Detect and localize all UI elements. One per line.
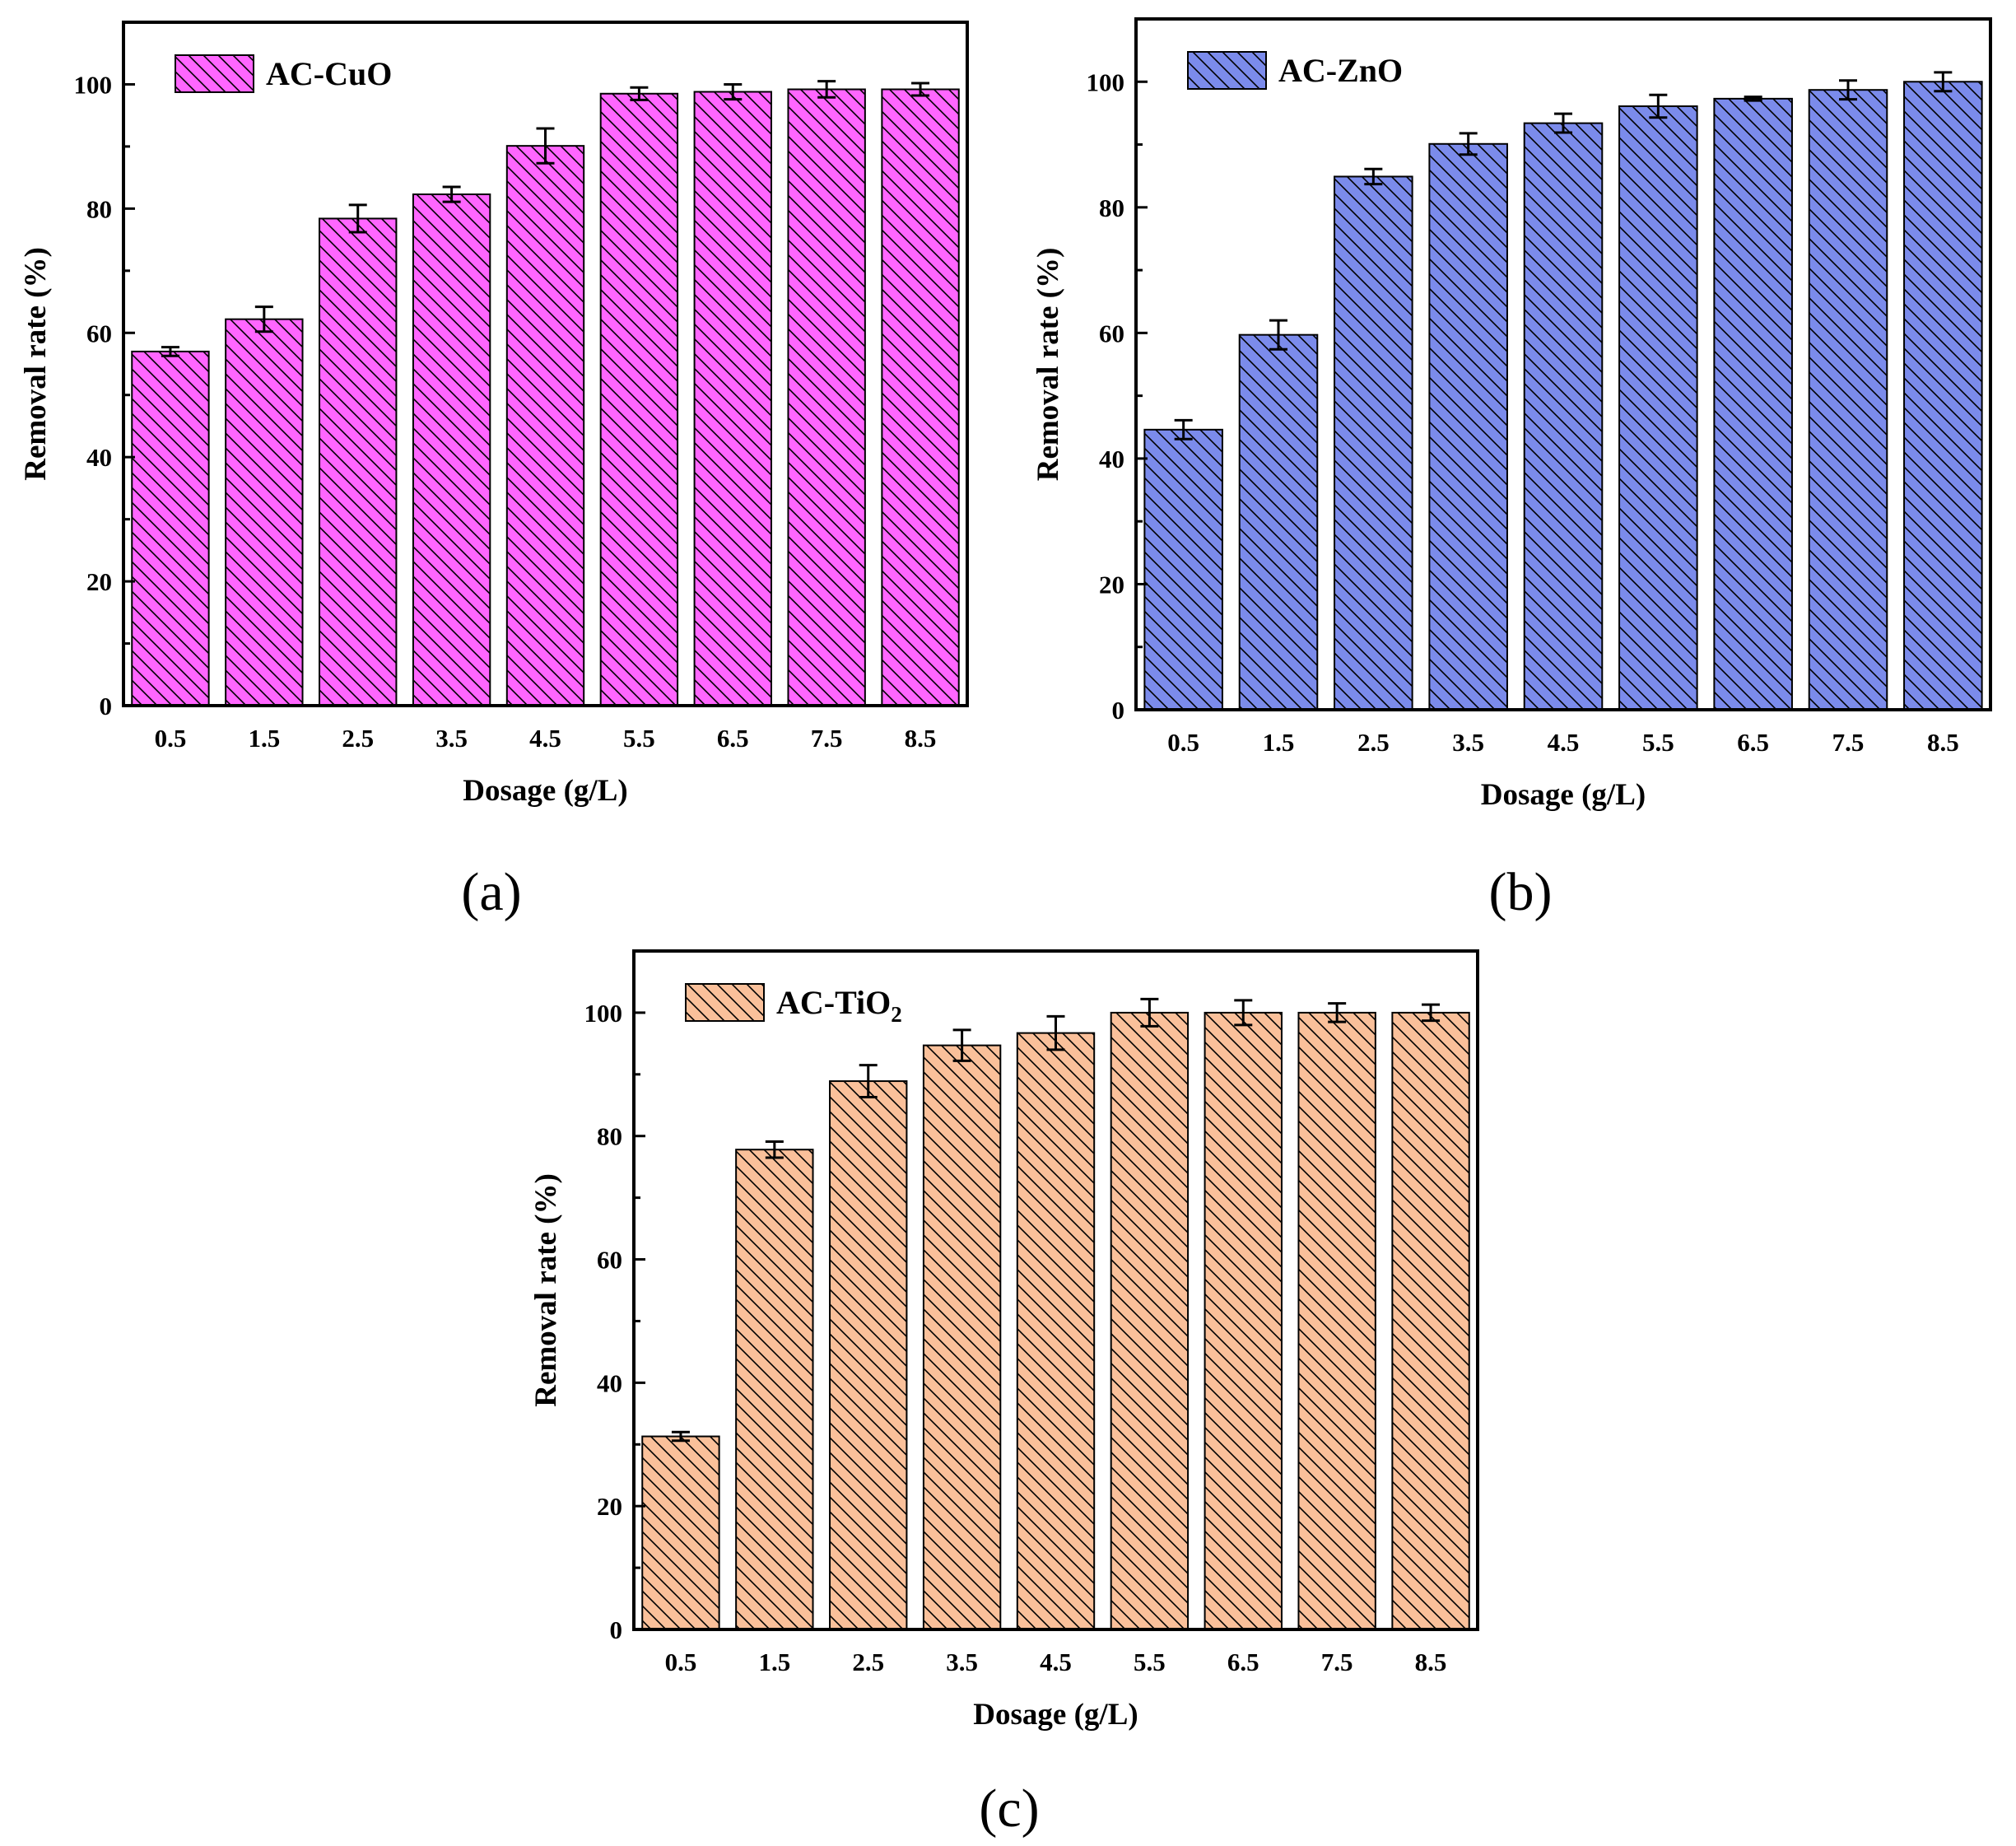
bar-hatch (1016, 1032, 1096, 1631)
plot-frame (122, 21, 969, 707)
x-tick-label: 1.5 (248, 724, 280, 753)
x-tick-label: 4.5 (1040, 1648, 1072, 1676)
y-tick-label: 100 (1087, 68, 1125, 96)
y-tick-label: 0 (100, 692, 113, 720)
bar-hatch (1297, 1011, 1376, 1630)
x-tick-label: 0.5 (155, 724, 187, 753)
chart-panel-2: 0.5 1.5 2.5 3.5 4.5 5.5 6.5 7.5 8.5 0 20 40 60 80 100 D… (1031, 17, 1992, 922)
y-axis-title: Removal rate (%) (529, 1173, 563, 1407)
bar-hatch (505, 145, 585, 706)
y-tick-label: 0 (610, 1615, 623, 1644)
x-tick-label: 2.5 (1357, 728, 1390, 757)
y-tick-label: 80 (86, 194, 112, 223)
y-tick-label: 60 (597, 1246, 622, 1275)
bar-hatch (922, 1044, 1002, 1631)
x-tick-label: 8.5 (905, 724, 937, 753)
x-tick-label: 3.5 (946, 1648, 978, 1676)
panel-label: (a) (461, 862, 521, 922)
bar-hatch (693, 91, 772, 706)
y-axis-title: Removal rate (%) (19, 247, 53, 481)
y-tick-label: 20 (86, 567, 112, 596)
bar-hatch (131, 350, 210, 706)
x-tick-label: 5.5 (1642, 728, 1674, 757)
bar-hatch (829, 1080, 908, 1631)
y-tick-label: 60 (1099, 319, 1124, 347)
x-tick-label: 6.5 (1227, 1648, 1259, 1676)
x-tick-label: 1.5 (758, 1648, 790, 1676)
bar-hatch (1110, 1011, 1190, 1630)
x-tick-label: 5.5 (623, 724, 655, 753)
bar-hatch (1523, 122, 1604, 711)
bar-hatch (319, 217, 398, 707)
bar-hatch (787, 88, 866, 706)
x-tick-label: 3.5 (1452, 728, 1484, 757)
x-tick-label: 4.5 (1548, 728, 1580, 757)
bar-hatch (225, 318, 304, 706)
bar-hatch (1808, 89, 1888, 711)
bar-hatch (412, 193, 491, 706)
y-tick-label: 80 (1099, 193, 1124, 222)
bar-hatch (1143, 428, 1223, 711)
x-axis-title: Dosage (g/L) (463, 774, 627, 808)
x-tick-label: 0.5 (1167, 728, 1199, 757)
x-tick-label: 4.5 (529, 724, 561, 753)
legend-label: AC-TiO2 (776, 984, 902, 1027)
y-tick-label: 0 (1112, 696, 1125, 725)
y-tick-label: 20 (1099, 570, 1124, 599)
legend-swatch-hatch (175, 54, 254, 93)
x-tick-label: 8.5 (1415, 1648, 1447, 1676)
y-tick-label: 100 (584, 999, 623, 1028)
y-tick-label: 40 (86, 443, 112, 472)
bar-hatch (1713, 97, 1793, 711)
bar-hatch (1238, 333, 1319, 711)
x-axis-title: Dosage (g/L) (1481, 778, 1646, 812)
bar-hatch (1204, 1011, 1283, 1630)
y-tick-label: 60 (86, 319, 112, 347)
legend-swatch-hatch (1187, 51, 1267, 90)
y-tick-label: 80 (597, 1122, 622, 1151)
x-tick-label: 5.5 (1134, 1648, 1166, 1676)
y-tick-label: 20 (597, 1492, 622, 1521)
legend-label: AC-CuO (266, 55, 392, 92)
chart-panel-1: 0.5 1.5 2.5 3.5 4.5 5.5 6.5 7.5 8.5 0 20 40 60 80 100 D… (19, 21, 969, 922)
x-tick-label: 7.5 (1832, 728, 1865, 757)
x-tick-label: 3.5 (435, 724, 468, 753)
legend-label-subscript: 2 (891, 1002, 902, 1027)
x-tick-label: 1.5 (1263, 728, 1295, 757)
y-tick-label: 40 (1099, 445, 1124, 473)
y-axis-title: Removal rate (%) (1031, 248, 1065, 482)
bar-hatch (1618, 105, 1698, 711)
y-tick-label: 40 (597, 1368, 622, 1397)
x-tick-label: 6.5 (717, 724, 749, 753)
x-tick-label: 8.5 (1927, 728, 1959, 757)
x-tick-label: 6.5 (1737, 728, 1769, 757)
bar-hatch (1903, 81, 1983, 711)
x-tick-label: 7.5 (1321, 1648, 1353, 1676)
legend-swatch-hatch (685, 983, 765, 1022)
bar-hatch (735, 1149, 814, 1630)
bar-hatch (1428, 142, 1508, 711)
bar-hatch (1391, 1011, 1470, 1630)
x-tick-label: 2.5 (852, 1648, 884, 1676)
plot-frame (632, 949, 1479, 1631)
x-axis-title: Dosage (g/L) (973, 1698, 1138, 1732)
y-tick-label: 100 (74, 70, 113, 99)
bar-hatch (599, 92, 679, 707)
panel-label: (b) (1489, 862, 1553, 922)
x-tick-label: 0.5 (665, 1648, 697, 1676)
panel-label: (c) (979, 1778, 1039, 1839)
bar-hatch (881, 88, 960, 706)
bar-hatch (641, 1435, 720, 1630)
bar-hatch (1334, 175, 1413, 711)
x-tick-label: 2.5 (342, 724, 374, 753)
plot-frame (1134, 17, 1992, 711)
x-tick-label: 7.5 (811, 724, 843, 753)
legend-label: AC-ZnO (1278, 52, 1403, 89)
chart-panel-3: 0.5 1.5 2.5 3.5 4.5 5.5 6.5 7.5 8.5 0 20 40 60 80 100 D… (529, 949, 1479, 1839)
